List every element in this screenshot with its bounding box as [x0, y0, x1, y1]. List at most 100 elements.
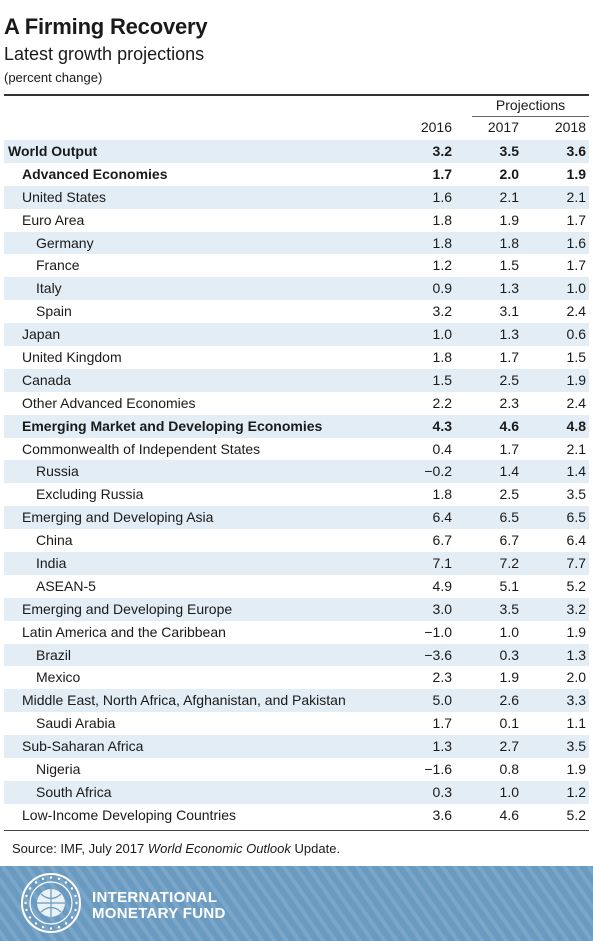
value-2018: 1.0: [566, 280, 586, 297]
table-row: Spain 3.2 3.1 2.4: [4, 300, 589, 323]
row-label: Spain: [36, 303, 72, 320]
table-row: Emerging and Developing Europe 3.0 3.5 3.2: [4, 597, 589, 621]
table-row: South Africa 0.3 1.0 1.2: [4, 780, 589, 804]
value-2018: 0.6: [566, 326, 586, 343]
row-label: Advanced Economies: [22, 165, 168, 182]
value-2016: 0.9: [432, 280, 452, 297]
row-label: China: [36, 532, 73, 549]
table-row: World Output 3.2 3.5 3.6: [4, 140, 589, 163]
value-2017: 6.5: [499, 509, 519, 526]
value-2018: 5.2: [566, 806, 586, 823]
value-2016: 1.6: [432, 188, 452, 205]
table-row: United States 1.6 2.1 2.1: [4, 185, 589, 209]
value-2018: 4.8: [566, 417, 586, 434]
value-2018: 1.9: [566, 623, 586, 640]
value-2017: 2.1: [499, 188, 519, 205]
value-2017: 1.8: [499, 234, 519, 251]
source-publication: World Economic Outlook: [147, 841, 291, 856]
value-2016: 2.3: [432, 669, 452, 686]
value-2017: 1.4: [499, 463, 519, 480]
table-row: China 6.7 6.7 6.4: [4, 529, 589, 552]
row-label: Brazil: [36, 646, 72, 663]
value-2017: 4.6: [499, 806, 519, 823]
source-suffix: Update.: [290, 841, 341, 856]
table-row: Other Advanced Economies 2.2 2.3 2.4: [4, 392, 589, 415]
value-2017: 5.1: [499, 577, 519, 594]
table-row: France 1.2 1.5 1.7: [4, 254, 589, 277]
value-2017: 1.3: [499, 326, 519, 343]
value-2016: 1.2: [432, 257, 452, 274]
value-2017: 2.3: [499, 394, 519, 411]
row-label: India: [36, 555, 67, 572]
table-row: Saudi Arabia 1.7 0.1 1.1: [4, 712, 589, 735]
table-row: Brazil −3.6 0.3 1.3: [4, 643, 589, 667]
value-2018: 1.9: [566, 761, 586, 778]
row-label: Excluding Russia: [36, 486, 144, 503]
value-2018: 2.1: [566, 188, 586, 205]
growth-table: World Output 3.2 3.5 3.6 Advanced Economies 1…: [4, 140, 589, 827]
row-label: Middle East, North Africa, Afghanistan, …: [22, 692, 346, 709]
value-2017: 1.7: [499, 349, 519, 366]
value-2016: −0.2: [424, 463, 452, 480]
value-2016: 3.6: [432, 806, 452, 823]
source-note: Source: IMF, July 2017 World Economic Ou…: [12, 840, 340, 858]
value-2018: 2.4: [566, 394, 586, 411]
value-2018: 7.7: [566, 555, 586, 572]
table-row: Advanced Economies 1.7 2.0 1.9: [4, 163, 589, 186]
table-row: Nigeria −1.6 0.8 1.9: [4, 758, 589, 781]
table-row: Commonwealth of Independent States 0.4 1.7…: [4, 438, 589, 461]
value-2017: 2.6: [499, 692, 519, 709]
value-2018: 1.4: [566, 463, 586, 480]
page-subtitle: Latest growth projections: [4, 44, 205, 64]
value-2017: 2.7: [499, 738, 519, 755]
year-header-2018: 2018: [554, 119, 586, 135]
row-label: United States: [22, 188, 107, 205]
value-2018: 1.2: [566, 783, 586, 800]
row-label: Commonwealth of Independent States: [22, 440, 261, 457]
row-label: Low-Income Developing Countries: [22, 806, 236, 823]
value-2018: 3.5: [566, 486, 586, 503]
row-label: Emerging Market and Developing Economies: [22, 417, 323, 434]
row-label: World Output: [8, 143, 98, 159]
imf-footer: INTERNATIONAL MONETARY FUND: [0, 866, 593, 941]
value-2016: 3.2: [432, 143, 452, 159]
table-row: Mexico 2.3 1.9 2.0: [4, 666, 589, 689]
value-2017: 2.5: [499, 486, 519, 503]
value-2018: 1.7: [566, 211, 586, 228]
value-2016: 1.8: [432, 349, 452, 366]
value-2017: 1.7: [499, 440, 519, 457]
value-2018: 1.9: [566, 165, 586, 182]
value-2017: 4.6: [499, 417, 519, 434]
value-2017: 0.3: [499, 646, 519, 663]
value-2016: 4.3: [432, 417, 452, 434]
value-2016: 3.0: [432, 600, 452, 617]
table-row: Emerging Market and Developing Economies…: [4, 414, 589, 438]
brand-line-2: MONETARY FUND: [92, 905, 226, 922]
row-label: Russia: [36, 463, 79, 480]
row-label: Japan: [22, 326, 61, 343]
row-label: Emerging and Developing Asia: [22, 509, 214, 526]
value-2017: 1.0: [499, 623, 519, 640]
value-2016: 6.7: [432, 532, 452, 549]
year-header-2017: 2017: [487, 119, 519, 135]
value-2018: 3.2: [566, 600, 586, 617]
table-row: ASEAN-5 4.9 5.1 5.2: [4, 575, 589, 598]
value-2017: 7.2: [499, 555, 519, 572]
row-label: Saudi Arabia: [36, 715, 116, 732]
value-2017: 3.1: [499, 303, 519, 320]
value-2016: 0.4: [432, 440, 452, 457]
table-row: Japan 1.0 1.3 0.6: [4, 323, 589, 347]
value-2018: 2.1: [566, 440, 586, 457]
value-2017: 3.5: [499, 143, 519, 159]
row-label: Emerging and Developing Europe: [22, 600, 233, 617]
row-label: ASEAN-5: [36, 577, 96, 594]
value-2016: 1.5: [432, 371, 452, 388]
value-2016: 1.7: [432, 165, 452, 182]
value-2016: 1.8: [432, 234, 452, 251]
table-row: Middle East, North Africa, Afghanistan, …: [4, 689, 589, 713]
value-2017: 2.0: [499, 165, 519, 182]
value-2018: 3.3: [566, 692, 586, 709]
value-2016: 4.9: [432, 577, 452, 594]
row-label: Euro Area: [22, 211, 85, 228]
report-header: A Firming Recovery Latest growth project…: [4, 0, 589, 86]
